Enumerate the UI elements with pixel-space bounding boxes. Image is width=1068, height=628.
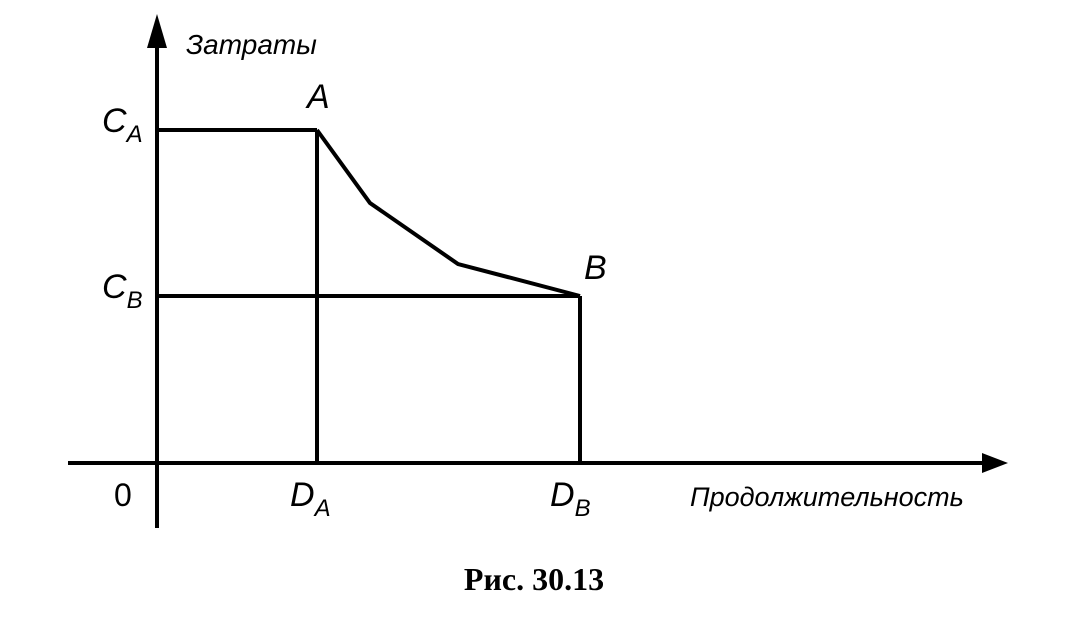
- y-label: Затраты: [186, 29, 317, 60]
- tick-sub: B: [127, 287, 143, 314]
- x-label: Продолжительность: [690, 482, 964, 512]
- y-tick-label: CA: [102, 102, 143, 148]
- tick-sub: A: [125, 121, 143, 148]
- y-tick-label: CB: [102, 268, 143, 314]
- tick-sub: A: [313, 495, 331, 522]
- y-arrow: [147, 14, 167, 48]
- origin-label: 0: [114, 477, 132, 513]
- tick-main: D: [550, 476, 575, 514]
- tick-main: D: [290, 476, 315, 514]
- x-arrow: [982, 453, 1008, 473]
- tick-main: C: [102, 102, 127, 140]
- tick-main: C: [102, 268, 127, 306]
- cost-curve: [315, 128, 581, 298]
- point-label: A: [305, 78, 330, 116]
- caption: Рис. 30.13: [464, 561, 604, 597]
- x-tick-label: DB: [550, 476, 591, 522]
- point-label: B: [584, 249, 607, 287]
- tick-sub: B: [575, 495, 591, 522]
- x-tick-label: DA: [290, 476, 331, 522]
